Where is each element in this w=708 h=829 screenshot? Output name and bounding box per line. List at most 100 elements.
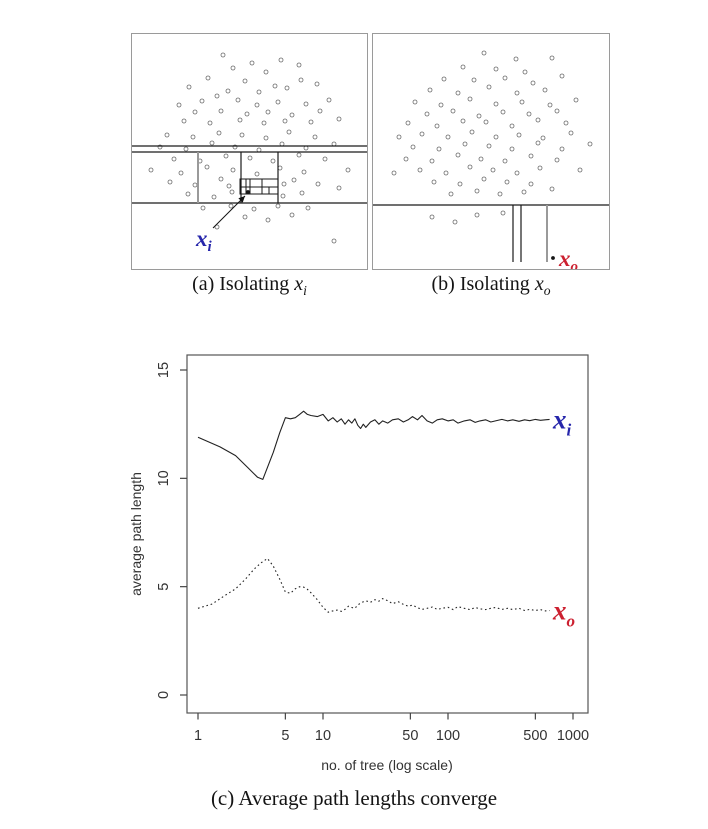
- scatter-point: [497, 191, 503, 197]
- scatter-point: [502, 158, 508, 164]
- scatter-point: [436, 146, 442, 152]
- scatter-point: [547, 102, 553, 108]
- scatter-point: [261, 120, 267, 126]
- scatter-point: [345, 167, 351, 173]
- point-math-label: xi: [195, 226, 213, 255]
- scatter-point: [427, 87, 433, 93]
- y-tick-label: 5: [156, 583, 172, 591]
- scatter-point: [312, 134, 318, 140]
- scatter-point: [230, 167, 236, 173]
- scatter-point: [336, 185, 342, 191]
- scatter-point: [535, 117, 541, 123]
- scatter-point: [244, 111, 250, 117]
- scatter-point: [251, 206, 257, 212]
- scatter-point: [530, 80, 536, 86]
- caption-b-text: (b) Isolating: [431, 273, 535, 295]
- scatter-point: [460, 64, 466, 70]
- caption-panel-b: (b) Isolating xo: [372, 273, 610, 299]
- scatter-point: [148, 167, 154, 173]
- scatter-point: [303, 101, 309, 107]
- scatter-point: [500, 210, 506, 216]
- caption-a-math: xi: [294, 273, 307, 298]
- panel-a-isolating-xi: xi: [131, 33, 368, 270]
- scatter-point: [528, 153, 534, 159]
- scatter-point: [239, 132, 245, 138]
- scatter-point: [205, 75, 211, 81]
- scatter-point: [455, 90, 461, 96]
- scatter-point: [410, 144, 416, 150]
- plot-border: [186, 354, 589, 714]
- scatter-point: [467, 164, 473, 170]
- scatter-point: [486, 84, 492, 90]
- scatter-point: [522, 69, 528, 75]
- scatter-point: [199, 98, 205, 104]
- scatter-point: [256, 147, 262, 153]
- point-math-label: xo: [558, 246, 578, 270]
- scatter-point: [218, 176, 224, 182]
- scatter-point: [405, 120, 411, 126]
- scatter-point: [211, 194, 217, 200]
- scatter-point: [554, 108, 560, 114]
- scatter-point: [481, 176, 487, 182]
- scatter-point: [209, 140, 215, 146]
- scatter-point: [424, 111, 430, 117]
- scatter-point: [573, 97, 579, 103]
- scatter-point: [270, 158, 276, 164]
- scatter-point: [256, 89, 262, 95]
- scatter-point: [218, 108, 224, 114]
- scatter-point: [391, 170, 397, 176]
- scatter-point: [396, 134, 402, 140]
- scatter-point: [429, 214, 435, 220]
- scatter-point: [549, 186, 555, 192]
- scatter-point: [509, 146, 515, 152]
- scatter-point: [322, 156, 328, 162]
- scatter-point: [441, 76, 447, 82]
- scatter-point: [445, 134, 451, 140]
- scatter-point: [296, 62, 302, 68]
- scatter-point: [308, 119, 314, 125]
- scatter-point: [490, 167, 496, 173]
- scatter-point: [448, 191, 454, 197]
- scatter-point: [200, 205, 206, 211]
- scatter-point: [289, 112, 295, 118]
- scatter-point: [500, 109, 506, 115]
- scatter-point: [403, 156, 409, 162]
- x-tick-label: 100: [436, 728, 460, 744]
- scatter-point: [281, 181, 287, 187]
- scatter-point: [509, 123, 515, 129]
- scatter-point: [526, 111, 532, 117]
- scatter-point: [493, 101, 499, 107]
- scatter-point: [228, 203, 234, 209]
- scatter-point: [417, 167, 423, 173]
- scatter-point: [190, 134, 196, 140]
- scatter-point: [186, 84, 192, 90]
- scatter-point: [528, 181, 534, 187]
- scatter-point: [314, 81, 320, 87]
- scatter-point: [291, 177, 297, 183]
- scatter-point: [474, 188, 480, 194]
- scatter-point: [254, 102, 260, 108]
- scatter-point: [434, 123, 440, 129]
- scatter-point: [275, 99, 281, 105]
- scatter-point: [235, 97, 241, 103]
- x-tick-label: 5: [281, 728, 289, 744]
- scatter-point: [431, 179, 437, 185]
- scatter-point: [516, 132, 522, 138]
- series-line-x_o: [197, 557, 550, 613]
- scatter-point: [181, 118, 187, 124]
- scatter-point: [272, 83, 278, 89]
- scatter-point: [474, 212, 480, 218]
- scatter-point: [284, 85, 290, 91]
- scatter-point: [164, 132, 170, 138]
- scatter-point: [504, 179, 510, 185]
- scatter-point: [443, 170, 449, 176]
- scatter-point: [493, 66, 499, 72]
- scatter-point: [230, 65, 236, 71]
- scatter-point: [438, 102, 444, 108]
- scatter-point: [171, 156, 177, 162]
- x-axis-label: no. of tree (log scale): [321, 757, 453, 773]
- scatter-point: [460, 118, 466, 124]
- scatter-point: [296, 152, 302, 158]
- scatter-point: [232, 144, 238, 150]
